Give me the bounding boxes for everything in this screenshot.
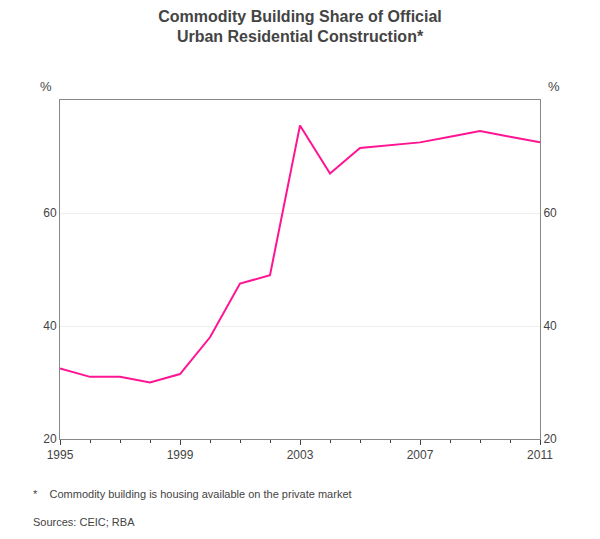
svg-text:2011: 2011 <box>527 448 553 462</box>
svg-text:60: 60 <box>43 206 57 220</box>
svg-text:* Commodity building is hou: * Commodity building is housing availabl… <box>33 488 352 500</box>
svg-text:40: 40 <box>43 319 57 333</box>
svg-text:20: 20 <box>43 432 57 446</box>
svg-text:40: 40 <box>543 319 557 333</box>
svg-text:%: % <box>548 79 560 94</box>
svg-text:1995: 1995 <box>47 448 74 462</box>
svg-text:60: 60 <box>543 206 557 220</box>
svg-text:2003: 2003 <box>287 448 314 462</box>
svg-text:Commodity Building Share of Of: Commodity Building Share of OfficialUrba… <box>158 8 442 46</box>
svg-text:%: % <box>40 79 52 94</box>
svg-text:1999: 1999 <box>167 448 194 462</box>
svg-text:Sources: CEIC; RBA: Sources: CEIC; RBA <box>33 516 135 528</box>
svg-text:2007: 2007 <box>407 448 434 462</box>
svg-text:20: 20 <box>543 432 557 446</box>
